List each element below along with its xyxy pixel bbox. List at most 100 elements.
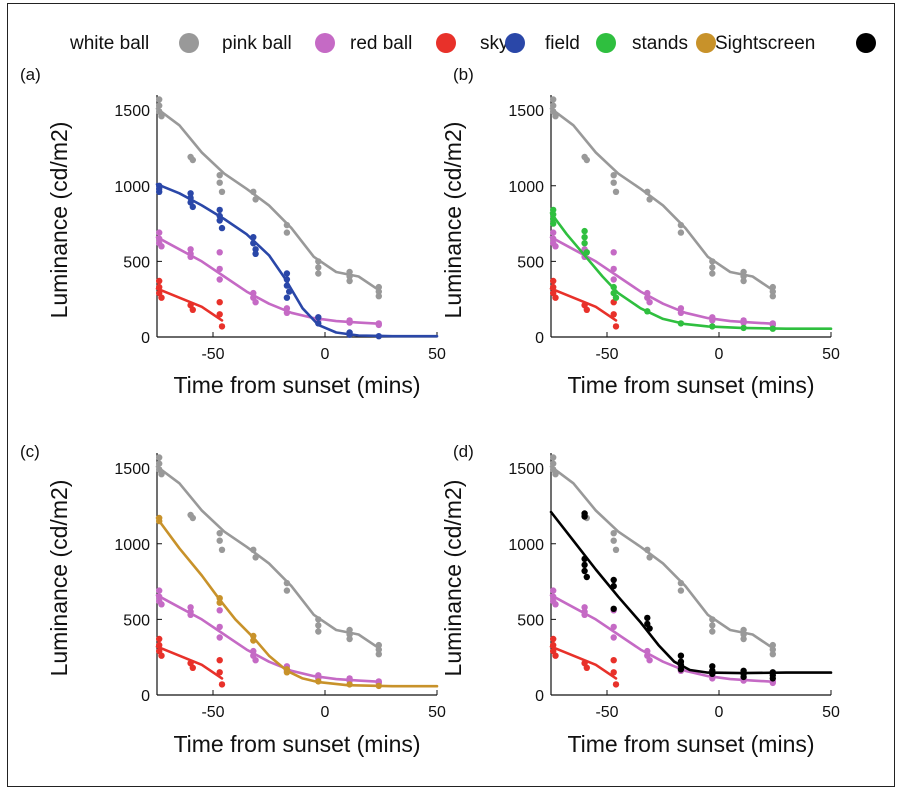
legend-entry-field: field: [545, 33, 616, 54]
data-point-sightscreen: [740, 673, 747, 681]
data-point-sky: [216, 217, 223, 224]
data-point-pink: [216, 623, 223, 631]
data-point-field: [583, 249, 590, 256]
legend-label: sky: [480, 33, 509, 54]
data-point-pink: [156, 229, 163, 236]
data-point-red: [189, 306, 196, 313]
data-point-pink: [216, 265, 223, 273]
data-point-pink: [252, 299, 259, 306]
data-point-white: [216, 172, 223, 179]
data-point-white: [769, 283, 776, 291]
data-point-sky: [187, 194, 194, 202]
data-point-sky: [286, 288, 293, 295]
data-point-pink: [156, 593, 163, 600]
data-point-white: [216, 530, 223, 537]
series-white: [155, 454, 382, 658]
series-white: [549, 454, 776, 658]
data-point-white: [646, 196, 653, 203]
data-point-white: [156, 102, 163, 109]
y-tick-label: 500: [517, 612, 544, 629]
data-point-sightscreen: [677, 652, 685, 659]
y-tick-label: 0: [535, 330, 544, 347]
data-point-white: [218, 546, 226, 553]
data-point-field: [581, 234, 588, 241]
data-point-white: [740, 268, 747, 276]
data-point-sightscreen: [583, 573, 590, 581]
data-point-sky: [283, 270, 291, 277]
data-point-sky: [315, 314, 322, 321]
chart-panel-d: (d) 0 500 1000 1500 -50 0 50 Time from sunset (m…: [440, 442, 840, 757]
legend-entry-red-ball: red ball: [350, 33, 456, 54]
data-point-white: [156, 96, 163, 103]
data-point-sightscreen: [644, 614, 651, 622]
data-point-pink: [552, 601, 559, 608]
data-point-white: [346, 635, 353, 643]
data-point-white: [189, 514, 196, 522]
data-point-red: [552, 294, 559, 301]
data-point-pink: [187, 246, 194, 253]
data-point-field: [612, 294, 620, 301]
figure-frame: [7, 3, 895, 787]
chart-panel-c: (c) 0 500 1000 1500 -50 0 50 Time from sunset (m…: [20, 442, 446, 757]
data-point-pink: [644, 647, 651, 655]
data-point-white: [346, 268, 353, 276]
data-point-red: [583, 664, 590, 671]
data-point-stands: [283, 669, 291, 676]
data-point-sky: [250, 240, 257, 247]
data-point-pink: [769, 679, 776, 687]
x-axis-label: Time from sunset (mins): [173, 731, 420, 757]
data-point-red: [612, 323, 620, 330]
data-point-pink: [375, 321, 382, 329]
data-point-red: [156, 277, 163, 285]
y-tick-label: 0: [141, 688, 150, 705]
data-point-white: [346, 626, 353, 634]
data-point-sky: [375, 333, 382, 340]
data-point-red: [189, 664, 196, 671]
data-point-red: [156, 635, 163, 643]
data-point-white: [158, 471, 165, 478]
data-point-white: [315, 258, 322, 265]
data-point-field: [550, 211, 557, 218]
legend-marker: [856, 33, 876, 53]
series-white: [155, 96, 382, 300]
data-point-white: [315, 270, 322, 277]
legend-marker: [596, 33, 616, 53]
data-point-white: [158, 113, 165, 120]
series-curve-pink: [155, 593, 381, 683]
data-point-stands: [375, 682, 382, 690]
data-point-white: [677, 229, 685, 236]
data-point-pink: [644, 289, 651, 297]
data-point-white: [315, 616, 322, 623]
data-point-white: [709, 264, 716, 271]
y-tick-label: 1000: [114, 179, 150, 196]
legend-marker: [315, 33, 335, 53]
legend-entry-sightscreen: Sightscreen: [715, 33, 876, 54]
x-tick-label: 50: [822, 346, 840, 363]
data-point-pink: [610, 249, 617, 256]
data-point-white: [610, 179, 617, 186]
data-point-sky: [216, 206, 223, 214]
series-sightscreen: [549, 510, 833, 682]
data-point-white: [583, 156, 590, 164]
data-point-white: [156, 460, 163, 467]
x-tick-label: -50: [595, 346, 618, 363]
data-point-pink: [216, 276, 223, 283]
legend-label: pink ball: [222, 33, 292, 54]
data-point-red: [216, 311, 223, 318]
data-point-stands: [250, 632, 257, 640]
data-point-sightscreen: [581, 567, 588, 575]
data-point-pink: [610, 265, 617, 273]
data-point-pink: [283, 305, 291, 312]
y-tick-label: 500: [123, 254, 150, 271]
data-point-sky: [216, 212, 223, 220]
series-red: [549, 277, 620, 330]
data-point-white: [610, 537, 617, 544]
data-point-white: [709, 622, 716, 629]
data-point-red: [610, 311, 617, 318]
data-point-pink: [740, 319, 747, 326]
data-point-white: [644, 546, 651, 553]
data-point-white: [740, 635, 747, 643]
series-curve-stands: [155, 516, 439, 688]
series-curve-pink: [549, 235, 775, 325]
data-point-pink: [610, 276, 617, 283]
